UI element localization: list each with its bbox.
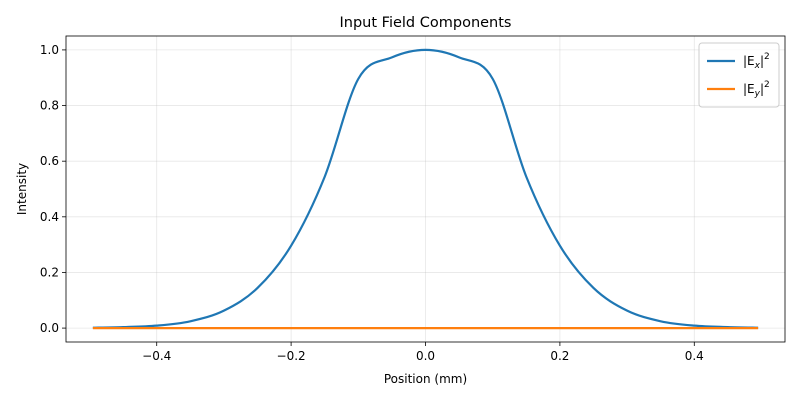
legend: |Ex|2 |Ey|2 xyxy=(698,42,780,108)
y-tick-label: 0.0 xyxy=(40,321,59,335)
x-axis-label: Position (mm) xyxy=(384,372,467,386)
x-tick-label: 0.2 xyxy=(550,349,569,363)
y-axis-label: Intensity xyxy=(15,163,29,215)
legend-label-1: |Ex|2 xyxy=(743,52,770,71)
x-axis-ticks: −0.4 −0.2 0.0 0.2 0.4 xyxy=(142,342,704,363)
y-tick-label: 0.8 xyxy=(40,99,59,113)
y-tick-label: 0.6 xyxy=(40,154,59,168)
x-tick-label: 0.4 xyxy=(685,349,704,363)
y-tick-label: 0.4 xyxy=(40,210,59,224)
y-tick-label: 1.0 xyxy=(40,43,59,57)
x-tick-label: 0.0 xyxy=(416,349,435,363)
y-axis-ticks: 0.0 0.2 0.4 0.6 0.8 1.0 xyxy=(40,43,66,335)
y-tick-label: 0.2 xyxy=(40,265,59,279)
x-tick-label: −0.2 xyxy=(277,349,306,363)
series-line-1 xyxy=(92,48,759,329)
legend-box xyxy=(698,42,780,108)
chart-title: Input Field Components xyxy=(340,15,512,31)
plot-series xyxy=(92,48,759,330)
x-tick-label: −0.4 xyxy=(142,349,171,363)
legend-label-2: |Ey|2 xyxy=(743,80,770,99)
grid xyxy=(66,36,785,342)
